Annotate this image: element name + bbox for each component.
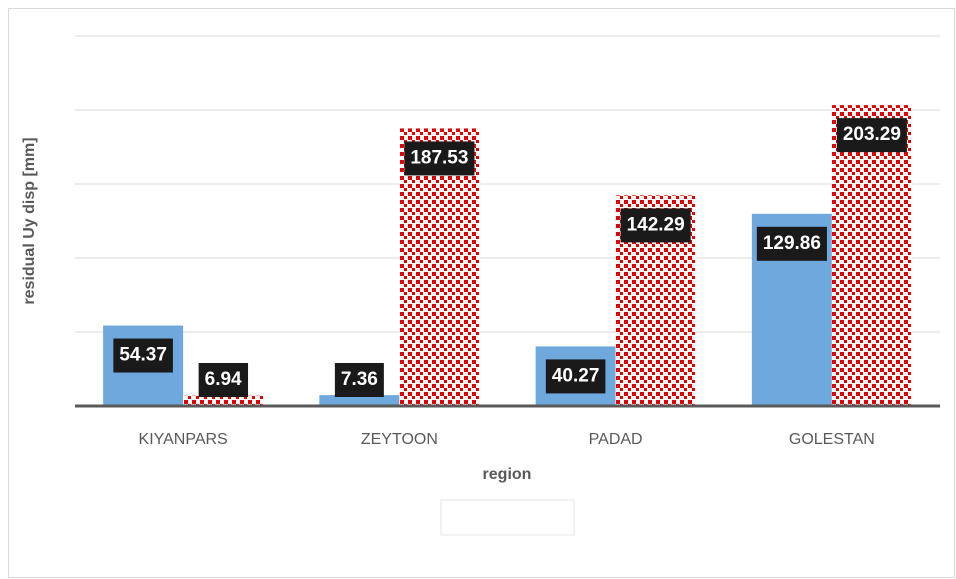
value-label-box	[198, 363, 249, 397]
x-tick-label: ZEYTOON	[361, 431, 438, 448]
value-label: 187.53	[410, 147, 468, 168]
bar	[831, 105, 912, 406]
value-label-box	[113, 338, 173, 373]
value-label: 6.94	[205, 369, 242, 390]
value-label-box	[620, 208, 691, 243]
x-tick-label: KIYANPARS	[139, 431, 228, 448]
x-tick-label: GOLESTAN	[789, 431, 875, 448]
y-axis-label: residual Uy disp [mm]	[21, 137, 38, 304]
value-label-box	[756, 226, 827, 261]
x-tick-label: PADAD	[589, 431, 643, 448]
value-label: 7.36	[341, 369, 378, 390]
bar	[319, 395, 400, 406]
bar	[183, 395, 264, 406]
value-label-box	[836, 118, 907, 153]
value-label-box	[334, 363, 384, 397]
x-axis-label: region	[483, 466, 532, 483]
value-label: 40.27	[552, 365, 600, 386]
value-label: 203.29	[843, 124, 901, 145]
legend-box	[440, 499, 575, 536]
value-label-box	[404, 141, 475, 176]
value-label: 54.37	[119, 345, 167, 366]
value-label: 142.29	[627, 214, 685, 235]
value-label: 129.86	[763, 233, 821, 254]
value-label-box	[545, 359, 606, 394]
